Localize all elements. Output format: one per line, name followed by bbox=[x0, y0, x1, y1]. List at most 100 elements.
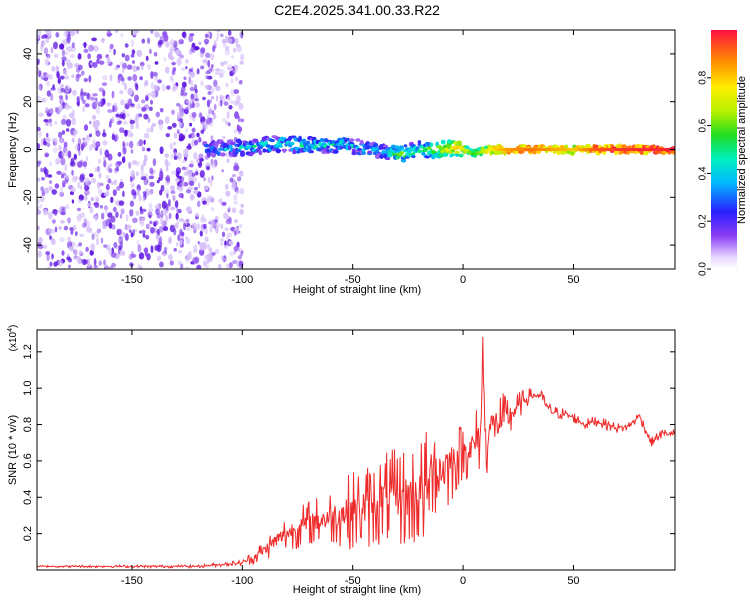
noise-speck bbox=[191, 111, 197, 118]
noise-speck bbox=[122, 62, 127, 69]
noise-speck bbox=[65, 175, 70, 180]
noise-speck bbox=[158, 225, 164, 233]
noise-speck bbox=[176, 112, 181, 120]
noise-speck bbox=[106, 56, 111, 65]
noise-speck bbox=[71, 175, 78, 183]
noise-speck bbox=[94, 195, 100, 203]
noise-speck bbox=[162, 252, 167, 257]
noise-speck bbox=[196, 157, 200, 164]
noise-speck bbox=[64, 51, 69, 56]
noise-speck bbox=[46, 142, 51, 147]
noise-speck bbox=[221, 255, 224, 261]
noise-speck bbox=[233, 245, 239, 252]
y-tick-label: -40 bbox=[22, 237, 34, 253]
noise-speck bbox=[84, 185, 90, 191]
noise-speck bbox=[38, 70, 42, 76]
ridge-cell bbox=[310, 150, 314, 154]
noise-speck bbox=[143, 113, 149, 120]
noise-speck bbox=[169, 260, 174, 266]
noise-speck bbox=[61, 206, 66, 210]
noise-speck bbox=[82, 161, 88, 168]
noise-speck bbox=[49, 108, 54, 115]
noise-speck bbox=[161, 84, 167, 92]
ridge-cell bbox=[238, 140, 243, 145]
noise-speck bbox=[124, 104, 130, 109]
noise-speck bbox=[85, 246, 89, 252]
colorbar-gradient bbox=[711, 30, 737, 269]
noise-speck bbox=[84, 177, 90, 185]
noise-speck bbox=[182, 31, 186, 39]
ridge-cell bbox=[424, 155, 430, 159]
noise-speck bbox=[162, 32, 167, 40]
noise-speck bbox=[129, 209, 134, 217]
noise-speck bbox=[58, 104, 63, 112]
noise-speck bbox=[194, 186, 198, 191]
noise-speck bbox=[231, 55, 234, 59]
noise-speck bbox=[177, 250, 183, 254]
noise-speck bbox=[60, 186, 64, 194]
x-tick-label: -150 bbox=[121, 575, 143, 587]
noise-speck bbox=[140, 171, 145, 178]
noise-speck bbox=[96, 228, 102, 234]
ridge-cell bbox=[306, 140, 311, 145]
noise-speck bbox=[221, 231, 226, 238]
noise-speck bbox=[194, 139, 199, 146]
noise-speck bbox=[188, 163, 194, 168]
noise-speck bbox=[190, 79, 194, 88]
noise-speck bbox=[39, 195, 45, 203]
noise-speck bbox=[192, 258, 196, 265]
noise-speck bbox=[67, 150, 72, 159]
ridge-cell bbox=[326, 149, 330, 152]
noise-speck bbox=[65, 94, 68, 101]
noise-speck bbox=[237, 254, 242, 260]
noise-speck bbox=[239, 208, 244, 215]
ridge-cell bbox=[383, 144, 389, 148]
noise-speck bbox=[88, 44, 94, 52]
ridge-cell bbox=[231, 153, 238, 158]
noise-speck bbox=[235, 76, 239, 82]
noise-speck bbox=[217, 263, 222, 269]
noise-speck bbox=[111, 262, 116, 268]
noise-speck bbox=[184, 148, 189, 155]
noise-speck bbox=[119, 127, 125, 133]
noise-speck bbox=[90, 243, 96, 251]
noise-speck bbox=[54, 106, 59, 113]
noise-speck bbox=[139, 230, 142, 234]
ridge-cell bbox=[264, 140, 268, 146]
noise-speck bbox=[101, 212, 105, 220]
noise-speck bbox=[214, 248, 220, 254]
noise-speck bbox=[170, 79, 174, 83]
noise-speck bbox=[238, 31, 242, 37]
noise-speck bbox=[239, 60, 244, 65]
noise-speck bbox=[168, 254, 173, 260]
noise-speck bbox=[75, 143, 80, 151]
noise-speck bbox=[65, 120, 69, 125]
noise-speck bbox=[96, 165, 101, 173]
noise-speck bbox=[69, 31, 76, 37]
noise-speck bbox=[46, 90, 52, 97]
noise-speck bbox=[236, 95, 241, 103]
ridge-cell bbox=[332, 140, 336, 144]
ridge-cell bbox=[274, 143, 279, 148]
noise-speck bbox=[71, 117, 77, 126]
noise-speck bbox=[155, 233, 159, 240]
noise-speck bbox=[103, 192, 110, 197]
snr-x-axis: -150 -100 -50 0 50 bbox=[121, 330, 580, 587]
noise-speck bbox=[198, 242, 202, 247]
noise-speck bbox=[194, 98, 200, 102]
noise-speck bbox=[141, 99, 146, 104]
noise-speck bbox=[202, 59, 208, 64]
noise-speck bbox=[122, 156, 126, 164]
noise-speck bbox=[119, 213, 123, 219]
ridge-cell bbox=[349, 138, 355, 142]
noise-speck bbox=[193, 224, 196, 232]
noise-speck bbox=[206, 165, 210, 171]
noise-speck bbox=[235, 190, 240, 195]
noise-speck bbox=[206, 99, 211, 108]
noise-speck bbox=[103, 259, 106, 266]
y-tick-label: 1.2 bbox=[22, 344, 34, 359]
noise-speck bbox=[227, 122, 231, 127]
noise-speck bbox=[91, 177, 97, 184]
noise-speck bbox=[183, 171, 188, 176]
noise-speck bbox=[64, 103, 70, 110]
